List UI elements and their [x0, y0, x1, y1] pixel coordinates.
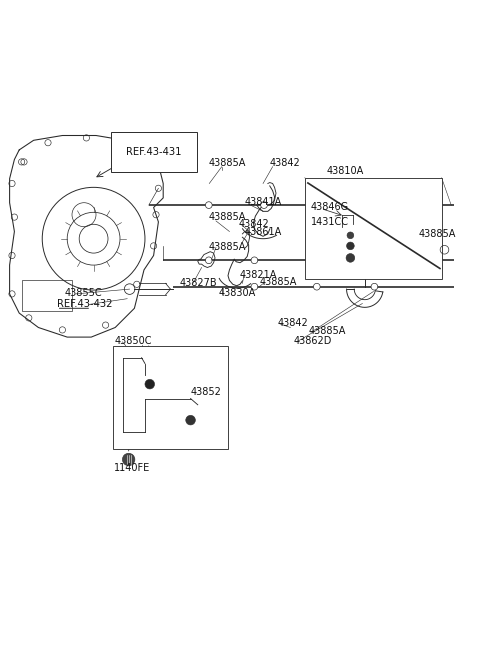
Circle shape: [186, 415, 195, 425]
Text: 43810A: 43810A: [326, 166, 364, 176]
Text: 43885A: 43885A: [419, 229, 456, 239]
Circle shape: [346, 253, 355, 262]
Bar: [113, 346, 228, 449]
Circle shape: [306, 257, 313, 264]
Text: 43852: 43852: [191, 387, 222, 398]
Circle shape: [313, 284, 320, 290]
Circle shape: [145, 379, 155, 389]
Circle shape: [261, 202, 267, 208]
Text: 43842: 43842: [239, 219, 270, 229]
Circle shape: [251, 257, 258, 264]
Bar: [22, 280, 72, 310]
Circle shape: [205, 257, 212, 264]
Circle shape: [205, 202, 212, 208]
Text: 43842: 43842: [270, 159, 300, 168]
Circle shape: [414, 202, 421, 208]
Text: 43885A: 43885A: [209, 159, 246, 168]
Text: 43885A: 43885A: [259, 277, 297, 287]
Text: 43827B: 43827B: [180, 278, 217, 288]
Text: 43855C: 43855C: [65, 288, 102, 298]
Text: 43885A: 43885A: [209, 242, 246, 252]
Bar: [305, 178, 442, 278]
Circle shape: [347, 232, 354, 238]
Text: 1140FE: 1140FE: [114, 462, 151, 473]
Text: 1431CC: 1431CC: [311, 217, 349, 227]
Circle shape: [122, 453, 135, 466]
Text: REF.43-432: REF.43-432: [57, 299, 112, 309]
Text: 43841A: 43841A: [245, 196, 282, 207]
Text: 43861A: 43861A: [245, 227, 282, 238]
Text: REF.43-431: REF.43-431: [126, 147, 182, 157]
Circle shape: [325, 202, 332, 208]
Text: 43885A: 43885A: [308, 326, 346, 336]
Text: 43846G: 43846G: [311, 202, 349, 212]
Circle shape: [347, 242, 354, 250]
Text: 43830A: 43830A: [218, 288, 256, 298]
Text: 43821A: 43821A: [240, 270, 277, 280]
Text: 43842: 43842: [277, 318, 308, 328]
Text: 43885A: 43885A: [209, 212, 246, 222]
Circle shape: [371, 284, 378, 290]
Text: 43862D: 43862D: [294, 336, 332, 346]
Circle shape: [251, 284, 258, 290]
Text: 43850C: 43850C: [114, 336, 152, 346]
